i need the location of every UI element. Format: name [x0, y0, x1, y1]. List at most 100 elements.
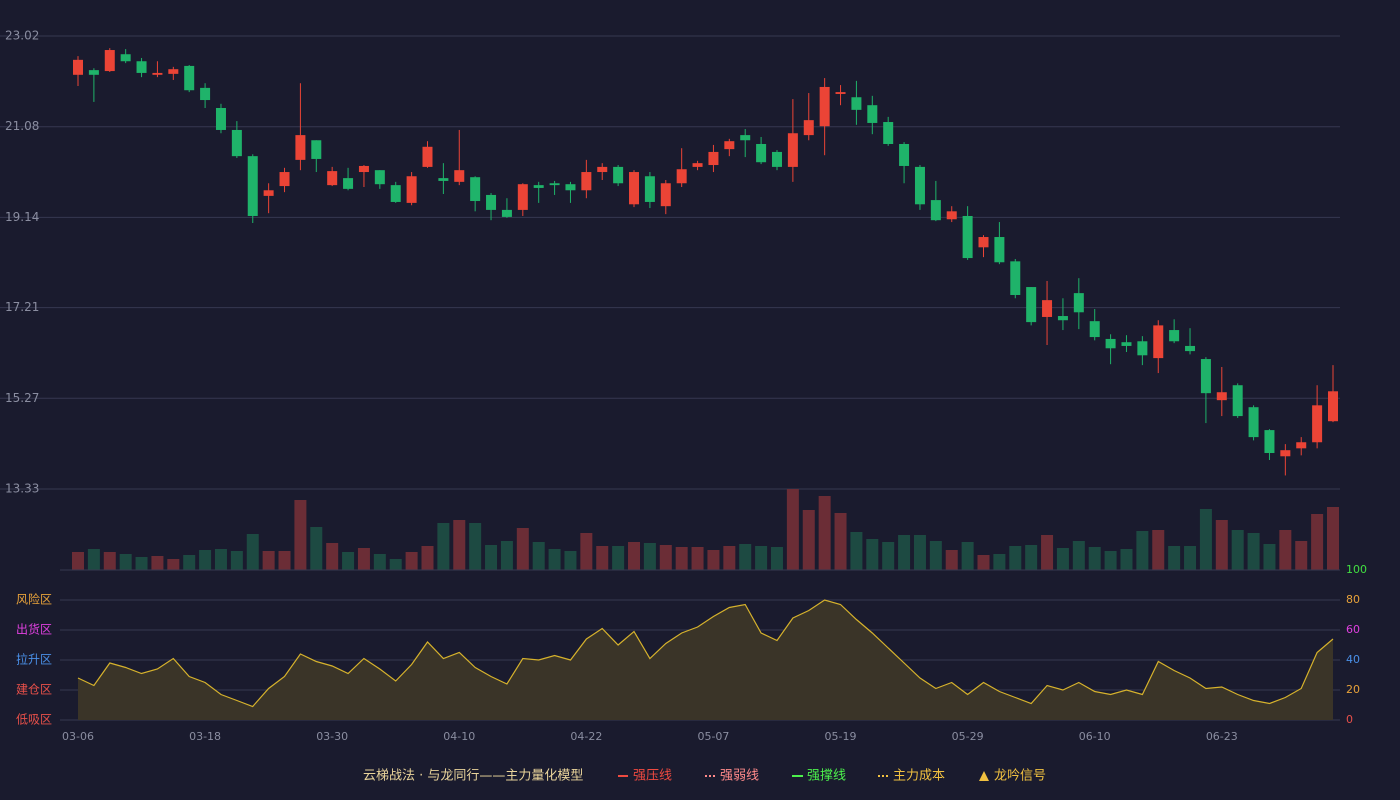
volume-bar [167, 559, 180, 570]
volume-bar [246, 534, 259, 570]
volume-bar [993, 554, 1006, 570]
volume-bar [119, 554, 132, 570]
volume-bar [405, 552, 418, 570]
candle-body [1137, 341, 1148, 356]
candle-body [1026, 287, 1037, 323]
volume-bar [421, 546, 434, 570]
volume-bar [580, 533, 593, 570]
legend-label: 强撑线 [807, 769, 846, 784]
candle-body [501, 209, 512, 217]
volume-bar [866, 539, 879, 570]
candle-body [597, 166, 608, 173]
volume-bar [1199, 509, 1212, 570]
legend-label: 强压线 [633, 769, 672, 784]
candle-body [930, 200, 941, 221]
legend-icon [979, 771, 989, 781]
volume-bar [612, 546, 625, 570]
volume-bar [1041, 535, 1054, 570]
candle-body [914, 166, 925, 205]
x-tick-label: 04-22 [570, 730, 602, 743]
candle-body [708, 151, 719, 166]
volume-bar [802, 510, 815, 570]
volume-bar [1247, 533, 1260, 570]
volume-bar [1056, 548, 1069, 570]
volume-bar [357, 548, 370, 570]
candle-body [1312, 405, 1323, 443]
candle-body [962, 215, 973, 259]
x-tick-label: 05-29 [952, 730, 984, 743]
volume-bar [898, 535, 911, 570]
volume-bar [548, 549, 561, 570]
candle-body [1328, 391, 1338, 422]
candle-body [740, 135, 751, 141]
volume-bar [596, 546, 609, 570]
volume-bar [1088, 547, 1101, 570]
volume-bar [500, 541, 513, 570]
volume-bar [707, 550, 720, 570]
candle-body [104, 50, 115, 72]
candle-body [231, 129, 242, 157]
volume-bar [389, 559, 402, 570]
x-tick-label: 04-10 [443, 730, 475, 743]
volume-bar [516, 528, 529, 570]
volume-bar [659, 545, 672, 570]
volume-bar [1215, 520, 1228, 570]
volume-bar [1311, 514, 1324, 570]
candle-body [1153, 325, 1164, 359]
volume-bar [564, 551, 577, 570]
volume-bar [739, 544, 752, 570]
volume-bar [183, 555, 196, 570]
volume-bar [1327, 507, 1339, 570]
candle-body [406, 176, 417, 203]
y2-tick-label: 80 [1346, 593, 1360, 606]
candle-body [215, 107, 226, 130]
volume-bar [850, 532, 863, 570]
candle-body [1169, 330, 1180, 342]
candle-body [692, 163, 703, 167]
candle-body [184, 65, 195, 91]
volume-bar [485, 545, 498, 570]
candle-body [867, 105, 878, 123]
candle-body [851, 97, 862, 110]
volume-bar [929, 541, 942, 570]
volume-bar [786, 489, 799, 570]
volume-bar [675, 547, 688, 570]
candle-body [1089, 321, 1100, 338]
candle-body [835, 92, 846, 94]
candle-body [581, 172, 592, 191]
volume-bar [834, 513, 847, 570]
candle-body [533, 185, 544, 188]
x-tick-label: 03-18 [189, 730, 221, 743]
candle-body [819, 86, 830, 127]
candle-body [644, 176, 655, 202]
y-tick-label: 15.27 [5, 391, 39, 405]
candle-body [517, 184, 528, 210]
volume-bar [1120, 549, 1133, 570]
volume-bar [326, 543, 339, 570]
y2-tick-label: 40 [1346, 653, 1360, 666]
candle-body [343, 178, 354, 189]
candle-body [660, 183, 671, 207]
candle-body [486, 194, 497, 210]
volume-bar [103, 552, 116, 570]
volume-bar [961, 542, 974, 570]
volume-bar [977, 555, 990, 570]
candle-body [787, 133, 798, 167]
candle-body [422, 146, 433, 167]
candle-body [1264, 430, 1275, 454]
volume-bar [310, 527, 323, 570]
volume-bar [1136, 531, 1149, 570]
candle-body [724, 141, 735, 150]
legend-label: 强弱线 [720, 769, 759, 784]
candle-body [136, 61, 147, 73]
x-tick-label: 05-19 [825, 730, 857, 743]
y-tick-label: 17.21 [5, 300, 39, 314]
volume-bar [1009, 546, 1022, 570]
volume-bar [1231, 530, 1244, 570]
volume-bar [818, 496, 831, 570]
candle-body [1296, 442, 1307, 449]
candle-body [1042, 300, 1053, 317]
candle-body [358, 165, 369, 173]
candle-body [73, 59, 83, 75]
